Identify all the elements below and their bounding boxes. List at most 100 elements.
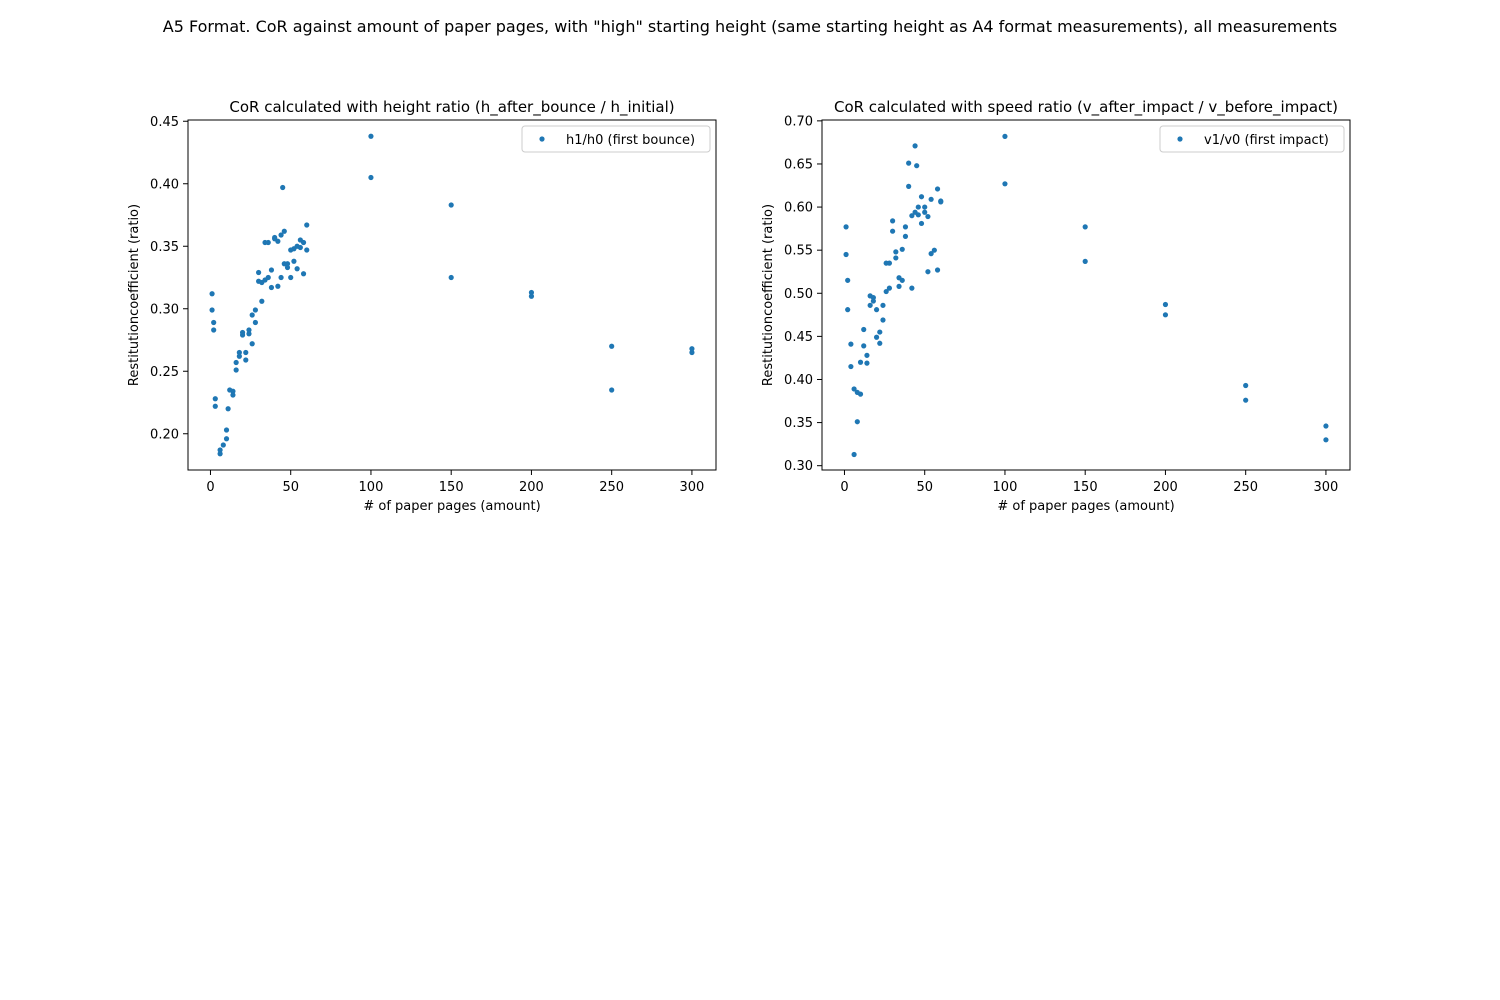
data-point <box>886 285 893 291</box>
legend-box <box>1159 125 1345 153</box>
data-point <box>877 329 883 335</box>
speed-ratio-chart: CoR calculated with speed ratio (v_after… <box>761 98 1351 514</box>
data-point <box>883 288 889 295</box>
y-axis-label: Restitutioncoefficient (ratio) <box>127 204 142 386</box>
data-point <box>906 160 912 166</box>
data-point <box>1243 397 1249 403</box>
data-point <box>890 218 896 224</box>
data-point <box>280 184 286 191</box>
chart-title: CoR calculated with height ratio (h_afte… <box>229 98 674 117</box>
data-point <box>906 183 912 189</box>
x-tick-label: 200 <box>1153 480 1178 495</box>
data-point <box>256 269 262 276</box>
data-point <box>915 204 921 210</box>
data-point <box>1243 382 1249 389</box>
data-point <box>843 251 849 258</box>
data-point <box>278 232 284 238</box>
scatter-points <box>209 133 695 457</box>
x-tick-label: 0 <box>840 480 848 495</box>
data-point <box>843 224 849 230</box>
y-axis: 0.30 0.35 0.40 0.45 0.50 0.55 0.60 0.65 0.70 <box>784 114 822 474</box>
x-axis-label: # of paper pages (amount) <box>997 499 1174 514</box>
x-axis: 0 50 100 150 200 250 300 <box>206 470 704 495</box>
data-point <box>880 317 886 323</box>
data-point <box>252 319 258 326</box>
x-tick-label: 200 <box>519 480 544 495</box>
data-point <box>448 274 454 281</box>
data-point <box>284 264 291 271</box>
x-tick-label: 50 <box>916 480 933 495</box>
data-point <box>886 260 893 266</box>
data-point <box>211 319 217 326</box>
data-point <box>243 349 249 356</box>
data-point <box>1162 312 1169 318</box>
data-point <box>230 388 236 394</box>
x-tick-label: 50 <box>282 480 299 495</box>
data-point <box>689 349 695 356</box>
data-point <box>845 277 851 283</box>
data-point <box>252 307 258 313</box>
y-tick-label: 0.50 <box>784 287 813 302</box>
data-point <box>1002 181 1008 187</box>
data-point <box>528 289 535 296</box>
data-point <box>291 258 297 264</box>
data-point <box>209 291 215 297</box>
data-point <box>902 233 909 239</box>
data-point <box>225 406 231 412</box>
data-point <box>609 387 615 393</box>
data-point <box>230 392 236 398</box>
data-point <box>857 391 864 397</box>
x-tick-label: 0 <box>206 480 214 495</box>
data-point <box>239 332 246 338</box>
data-point <box>528 293 535 299</box>
legend-marker <box>539 136 545 142</box>
data-point <box>861 326 867 333</box>
data-point <box>236 349 242 356</box>
y-tick-label: 0.30 <box>784 459 813 474</box>
x-tick-label: 100 <box>993 480 1018 495</box>
legend: h1/h0 (first bounce) <box>521 125 711 153</box>
data-point <box>1323 423 1329 429</box>
data-point <box>223 436 230 442</box>
data-point <box>918 194 925 200</box>
y-tick-label: 0.45 <box>784 330 813 345</box>
data-point <box>922 204 928 210</box>
data-point <box>1082 258 1088 264</box>
data-point <box>893 249 899 255</box>
chart-title: CoR calculated with speed ratio (v_after… <box>834 98 1338 117</box>
data-point <box>899 277 905 283</box>
data-point <box>243 357 249 363</box>
data-point <box>288 274 294 281</box>
scatter-points <box>843 133 1329 458</box>
data-point <box>233 359 239 366</box>
data-point <box>689 346 695 352</box>
data-point <box>934 186 941 192</box>
data-point <box>275 283 281 289</box>
data-point <box>209 307 215 313</box>
y-tick-label: 0.65 <box>784 157 813 172</box>
data-point <box>1082 224 1088 230</box>
data-point <box>1323 437 1329 443</box>
data-point <box>212 396 218 402</box>
data-point <box>870 298 876 304</box>
data-point <box>912 143 918 149</box>
data-point <box>259 298 265 304</box>
data-point <box>851 451 857 458</box>
x-tick-label: 150 <box>1073 480 1098 495</box>
data-point <box>212 403 218 409</box>
data-point <box>848 341 854 347</box>
data-point <box>938 199 944 205</box>
y-tick-label: 0.25 <box>150 365 179 380</box>
data-point <box>857 359 864 365</box>
plot-frame <box>821 119 1351 471</box>
data-point <box>236 353 242 359</box>
data-point <box>925 213 931 220</box>
x-axis: 0 50 100 150 200 250 300 <box>840 470 1338 495</box>
y-axis: 0.20 0.25 0.30 0.35 0.40 0.45 <box>150 115 188 442</box>
data-point <box>278 274 284 281</box>
height-ratio-chart: CoR calculated with height ratio (h_afte… <box>127 98 717 514</box>
data-point <box>861 343 867 349</box>
data-point <box>268 284 275 291</box>
data-point <box>294 266 300 272</box>
data-point <box>223 427 230 433</box>
